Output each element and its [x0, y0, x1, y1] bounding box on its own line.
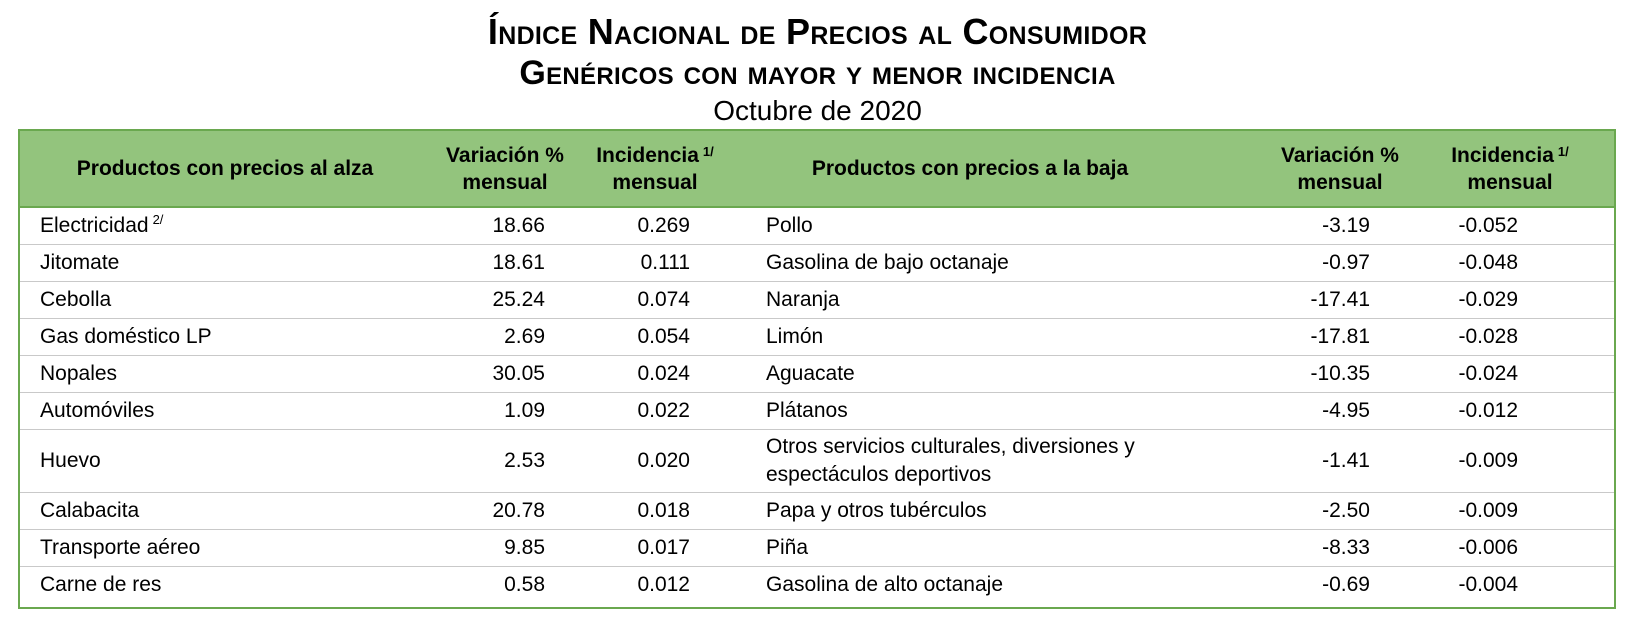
up-incidence-value: 0.054	[637, 325, 690, 348]
up-product-name: Transporte aéreo	[40, 536, 201, 559]
up-incidence-value: 0.017	[637, 536, 690, 559]
header-down-incidence: Incidencia 1/ mensual	[1425, 131, 1595, 206]
down-variation-value: -0.97	[1322, 251, 1370, 274]
table-row: Huevo 2.53 0.020 Otros servicios cultura…	[20, 430, 1614, 493]
up-product-name: Automóviles	[40, 399, 155, 422]
up-product-name: Huevo	[40, 449, 101, 472]
header-down-variation-line2: mensual	[1297, 170, 1383, 194]
table-row: Automóviles 1.09 0.022 Plátanos -4.95 -0…	[20, 393, 1614, 430]
up-product-name: Jitomate	[40, 251, 120, 274]
up-product-name: Electricidad 2/	[40, 208, 420, 244]
down-product-name: Pollo	[766, 214, 813, 237]
header-down-incidence-line1: Incidencia	[1451, 143, 1554, 167]
up-variation-value: 9.85	[504, 536, 545, 559]
down-variation-value: -10.35	[1310, 362, 1370, 385]
up-incidence-value: 0.022	[637, 399, 690, 422]
header-down-products: Productos con precios a la baja	[811, 157, 1129, 180]
header-up-products: Productos con precios al alza	[76, 157, 374, 180]
up-variation-value: 18.61	[492, 251, 545, 274]
incidence-table: Productos con precios al alza Variación …	[18, 129, 1616, 609]
footnote-marker: 2/	[152, 212, 164, 227]
up-variation-value: 0.58	[504, 573, 545, 596]
up-variation-value: 30.05	[492, 362, 545, 385]
down-product-name: Naranja	[766, 288, 840, 311]
down-product-name: Gasolina de bajo octanaje	[766, 251, 1009, 274]
up-variation-value: 25.24	[492, 288, 545, 311]
down-variation-value: -8.33	[1322, 536, 1370, 559]
down-product-name: Otros servicios culturales, diversiones …	[766, 435, 1135, 486]
down-incidence-value: -0.024	[1458, 362, 1518, 385]
down-incidence-value: -0.006	[1458, 536, 1518, 559]
down-product-name: Plátanos	[766, 399, 848, 422]
up-incidence-value: 0.012	[637, 573, 690, 596]
down-incidence-value: -0.052	[1458, 214, 1518, 237]
up-incidence-value: 0.269	[637, 214, 690, 237]
header-up-incidence-line2: mensual	[612, 170, 698, 194]
down-product-name: Gasolina de alto octanaje	[766, 573, 1003, 596]
up-incidence-value: 0.024	[637, 362, 690, 385]
table-row: Carne de res 0.58 0.012 Gasolina de alto…	[20, 567, 1614, 603]
table-row: Cebolla 25.24 0.074 Naranja -17.41 -0.02…	[20, 282, 1614, 319]
table-row: Transporte aéreo 9.85 0.017 Piña -8.33 -…	[20, 530, 1614, 567]
header-down-variation: Variación % mensual	[1265, 131, 1415, 206]
up-incidence-value: 0.074	[637, 288, 690, 311]
down-variation-value: -2.50	[1322, 499, 1370, 522]
down-variation-value: -17.41	[1310, 288, 1370, 311]
down-incidence-value: -0.012	[1458, 399, 1518, 422]
down-incidence-value: -0.004	[1458, 573, 1518, 596]
page-subtitle: Genéricos con mayor y menor incidencia	[519, 54, 1116, 92]
up-product-name: Cebolla	[40, 288, 112, 311]
up-product-name: Gas doméstico LP	[40, 325, 212, 348]
footnote-marker: 1/	[702, 143, 714, 159]
up-variation-value: 2.53	[504, 449, 545, 472]
down-incidence-value: -0.029	[1458, 288, 1518, 311]
down-incidence-value: -0.028	[1458, 325, 1518, 348]
down-variation-value: -17.81	[1310, 325, 1370, 348]
table-header: Productos con precios al alza Variación …	[20, 131, 1614, 208]
down-incidence-value: -0.009	[1458, 449, 1518, 472]
down-variation-value: -4.95	[1322, 399, 1370, 422]
down-variation-value: -0.69	[1322, 573, 1370, 596]
period-label: Octubre de 2020	[713, 95, 922, 126]
table-row: Calabacita 20.78 0.018 Papa y otros tubé…	[20, 493, 1614, 530]
down-product-name: Piña	[766, 536, 809, 559]
up-incidence-value: 0.111	[640, 251, 690, 274]
footnote-marker: 1/	[1557, 143, 1569, 159]
table-row: Electricidad 2/ 18.66 0.269 Pollo -3.19 -…	[20, 208, 1614, 245]
header-up-variation-line1: Variación %	[446, 143, 564, 167]
header-down-variation-line1: Variación %	[1281, 143, 1399, 167]
header-up-incidence: Incidencia 1/ mensual	[580, 131, 730, 206]
table-row: Gas doméstico LP 2.69 0.054 Limón -17.81…	[20, 319, 1614, 356]
header-up-variation: Variación % mensual	[430, 131, 580, 206]
up-product-name: Nopales	[40, 362, 118, 385]
down-product-name: Papa y otros tubérculos	[766, 499, 987, 522]
up-product-name: Carne de res	[40, 573, 162, 596]
table-row: Jitomate 18.61 0.111 Gasolina de bajo oc…	[20, 245, 1614, 282]
table-row: Nopales 30.05 0.024 Aguacate -10.35 -0.0…	[20, 356, 1614, 393]
up-variation-value: 1.09	[504, 399, 545, 422]
up-variation-value: 18.66	[492, 214, 545, 237]
down-product-name: Aguacate	[766, 362, 855, 385]
header-down-incidence-line2: mensual	[1467, 170, 1553, 194]
up-incidence-value: 0.020	[637, 449, 690, 472]
up-variation-value: 20.78	[492, 499, 545, 522]
header-up-incidence-line1: Incidencia	[596, 143, 699, 167]
header-up-variation-line2: mensual	[462, 170, 548, 194]
down-variation-value: -1.41	[1322, 449, 1370, 472]
down-variation-value: -3.19	[1322, 214, 1370, 237]
down-incidence-value: -0.009	[1458, 499, 1518, 522]
page-title: Índice Nacional de Precios al Consumidor	[487, 11, 1148, 52]
down-incidence-value: -0.048	[1458, 251, 1518, 274]
up-variation-value: 2.69	[504, 325, 545, 348]
up-product-name: Calabacita	[40, 499, 140, 522]
up-incidence-value: 0.018	[637, 499, 690, 522]
down-product-name: Limón	[766, 325, 824, 348]
